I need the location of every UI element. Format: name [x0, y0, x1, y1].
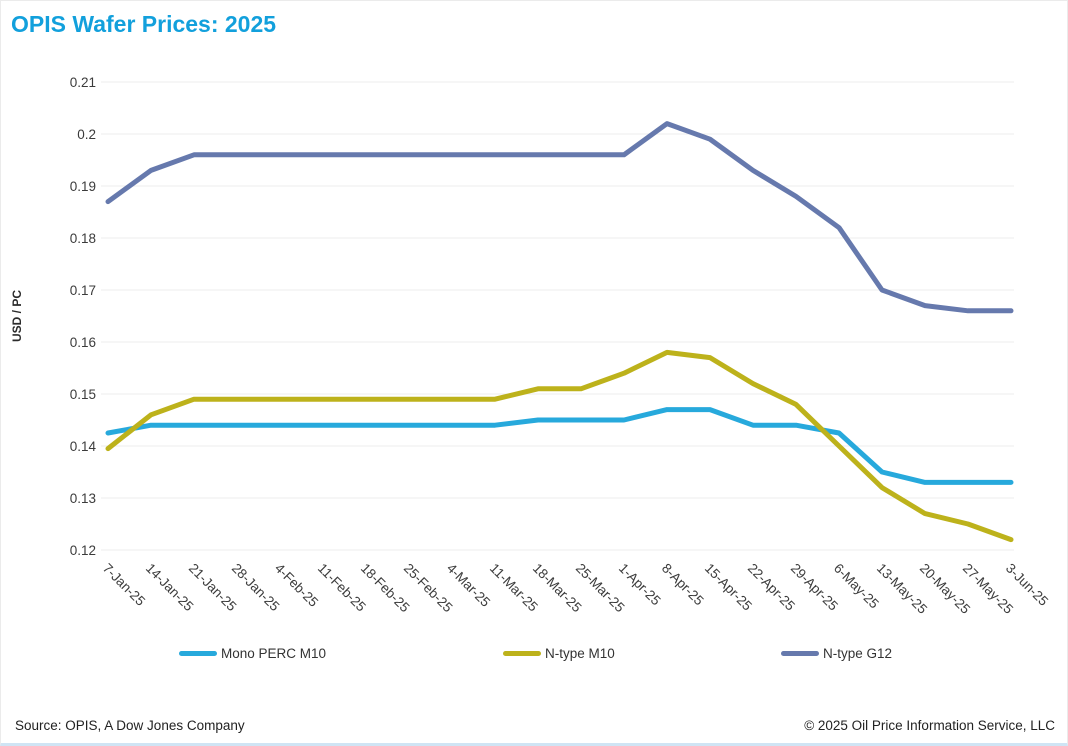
- x-tick-label: 7-Jan-25: [100, 561, 148, 609]
- legend-label: N-type G12: [823, 646, 893, 661]
- series-line-n-type-m10: [105, 349, 1014, 543]
- legend-label: Mono PERC M10: [221, 646, 327, 661]
- y-tick-label: 0.21: [70, 75, 96, 90]
- y-tick-label: 0.15: [70, 387, 96, 402]
- series-line-n-type-g12: [105, 121, 1014, 314]
- chart-title: OPIS Wafer Prices: 2025: [11, 11, 277, 37]
- y-tick-label: 0.14: [70, 439, 97, 454]
- legend-label: N-type M10: [545, 646, 615, 661]
- legend-item-n-type-g12: N-type G12: [781, 646, 892, 661]
- legend-swatch-n-type-g12: [781, 651, 819, 656]
- y-tick-label: 0.18: [70, 231, 96, 246]
- y-tick-label: 0.13: [70, 491, 96, 506]
- y-tick-label: 0.17: [70, 283, 96, 298]
- wafer-price-line-chart: 0.12 0.13 0.14 0.15 0.16 0.17 0.18 0.19 0.2 0.21 U…: [10, 75, 1051, 617]
- x-tick-label: 8-Apr-25: [659, 561, 707, 609]
- chart-legend: Mono PERC M10 N-type M10 N-type G12: [1, 646, 1067, 670]
- series-line-mono-perc-m10: [105, 407, 1014, 485]
- legend-swatch-n-type-m10: [503, 651, 541, 656]
- y-tick-label: 0.16: [70, 335, 96, 350]
- legend-item-mono-perc-m10: Mono PERC M10: [179, 646, 326, 661]
- legend-swatch-mono-perc-m10: [179, 651, 217, 656]
- copyright-notice: © 2025 Oil Price Information Service, LL…: [804, 718, 1055, 733]
- source-attribution: Source: OPIS, A Dow Jones Company: [15, 718, 245, 733]
- y-tick-label: 0.2: [77, 127, 96, 142]
- y-axis-title: USD / PC: [10, 290, 24, 342]
- y-tick-label: 0.19: [70, 179, 96, 194]
- y-tick-label: 0.12: [70, 543, 96, 558]
- legend-item-n-type-m10: N-type M10: [503, 646, 615, 661]
